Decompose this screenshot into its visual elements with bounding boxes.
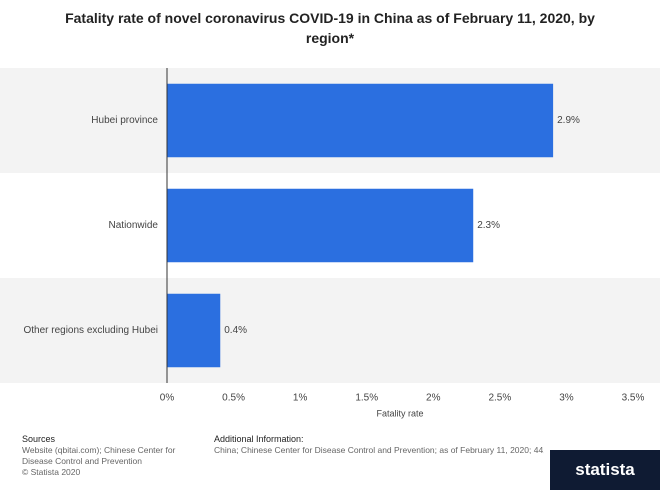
- sources-title: Sources: [22, 434, 56, 444]
- x-tick-label: 0%: [160, 393, 175, 404]
- value-label: 0.4%: [224, 325, 247, 336]
- sources: Sources Website (qbitai.com); Chinese Ce…: [22, 434, 207, 478]
- additional-info: Additional Information: China; Chinese C…: [214, 434, 544, 464]
- info-title: Additional Information:: [214, 434, 304, 444]
- x-tick-label: 0.5%: [222, 393, 245, 404]
- value-label: 2.3%: [477, 220, 500, 231]
- chart-title: Fatality rate of novel coronavirus COVID…: [65, 10, 595, 46]
- x-tick-label: 2.5%: [488, 393, 511, 404]
- x-tick-label: 3%: [559, 393, 574, 404]
- x-tick-label: 3.5%: [622, 393, 645, 404]
- y-tick-label: Other regions excluding Hubei: [23, 325, 158, 336]
- x-tick-label: 2%: [426, 393, 441, 404]
- sources-text: Website (qbitai.com); Chinese Center for…: [22, 445, 176, 466]
- x-axis-label: Fatality rate: [376, 408, 423, 418]
- brand-logo: statista: [550, 450, 660, 490]
- x-tick-label: 1.5%: [355, 393, 378, 404]
- copyright: © Statista 2020: [22, 467, 81, 477]
- y-tick-label: Nationwide: [109, 220, 159, 231]
- bar: [167, 293, 221, 368]
- x-tick-label: 1%: [293, 393, 308, 404]
- bar: [167, 188, 474, 263]
- bar: [167, 83, 554, 158]
- info-text: China; Chinese Center for Disease Contro…: [214, 445, 544, 455]
- y-tick-label: Hubei province: [91, 115, 158, 126]
- row-band: [0, 278, 660, 383]
- value-label: 2.9%: [557, 115, 580, 126]
